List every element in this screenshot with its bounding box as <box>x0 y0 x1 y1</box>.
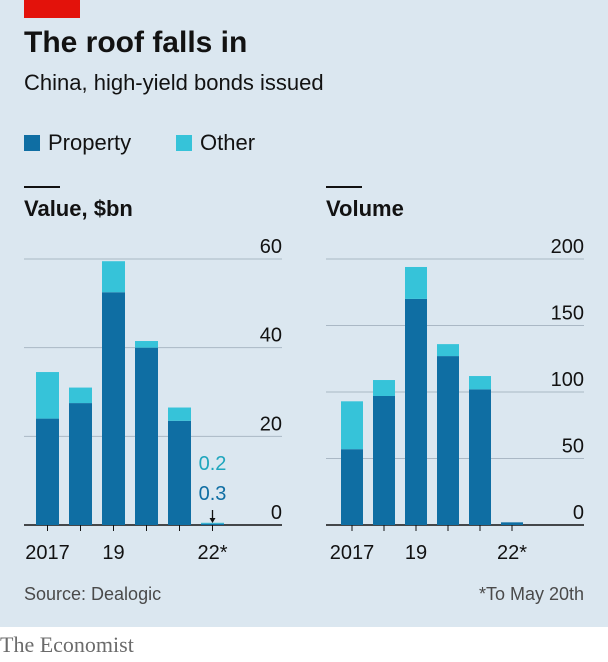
value-data-label: 0.3 <box>199 483 227 505</box>
chart-title: The roof falls in <box>24 26 248 59</box>
volume-bar-property <box>373 395 395 525</box>
legend-swatch-other <box>176 135 192 151</box>
value-y-tick-label: 60 <box>260 236 282 258</box>
volume-bar-other <box>469 376 491 390</box>
brand-red-tag <box>24 0 80 18</box>
volume-bar-property <box>341 449 363 525</box>
volume-bar-property <box>437 356 459 525</box>
value-y-tick-label: 20 <box>260 413 282 435</box>
economist-logo-text: The Economist <box>0 632 134 657</box>
volume-bar-other <box>341 401 363 450</box>
value-x-tick-label: 22* <box>197 542 227 564</box>
legend-swatch-property <box>24 135 40 151</box>
volume-y-tick-label: 100 <box>551 369 584 391</box>
volume-x-tick-label: 19 <box>405 542 427 564</box>
volume-bar-other <box>405 266 427 299</box>
value-bar-property <box>36 418 59 525</box>
value-panel-title: Value, $bn <box>24 196 133 221</box>
chart-panel: The roof falls in China, high-yield bond… <box>0 0 608 627</box>
value-bar-other <box>168 407 191 421</box>
value-y-tick-label: 40 <box>260 325 282 347</box>
volume-x-tick-label: 2017 <box>330 542 375 564</box>
value-x-tick-label: 2017 <box>25 542 70 564</box>
volume-y-tick-label: 150 <box>551 303 584 325</box>
volume-bar-other <box>437 344 459 357</box>
volume-y-tick-label: 0 <box>573 502 584 524</box>
value-bar-other <box>102 261 125 293</box>
volume-panel-rule <box>326 186 362 188</box>
value-y-tick-label: 0 <box>271 502 282 524</box>
volume-bar-property <box>405 298 427 525</box>
value-chart: 0 20 40 60 2017 19 22* 0.2 0.3 <box>24 236 282 564</box>
value-bar-property <box>168 420 191 525</box>
value-bar-other <box>135 341 158 348</box>
volume-bar-property <box>501 522 523 525</box>
value-bar-property <box>135 347 158 525</box>
value-bar-other <box>201 522 224 524</box>
legend-label-property: Property <box>48 130 132 155</box>
legend-label-other: Other <box>200 130 256 155</box>
value-bar-other <box>69 387 92 404</box>
volume-panel-title: Volume <box>326 196 404 221</box>
value-bar-property <box>201 523 224 525</box>
value-bar-other <box>36 372 59 419</box>
value-x-tick-label: 19 <box>102 542 124 564</box>
volume-y-tick-label: 200 <box>551 236 584 258</box>
volume-y-tick-label: 50 <box>562 436 584 458</box>
footnote: *To May 20th <box>478 584 584 604</box>
value-bar-property <box>69 403 92 525</box>
volume-bar-other <box>373 380 395 396</box>
volume-bar-property <box>469 389 491 525</box>
source-note: Source: Dealogic <box>24 584 162 604</box>
volume-x-tick-label: 22* <box>497 542 527 564</box>
value-annotation-arrowhead <box>209 518 216 523</box>
chart-subtitle: China, high-yield bonds issued <box>24 70 324 95</box>
value-panel-rule <box>24 186 60 188</box>
value-data-label: 0.2 <box>199 453 227 475</box>
value-bar-property <box>102 292 125 525</box>
volume-chart: 0 50 100 150 200 2017 19 22* <box>326 236 584 564</box>
